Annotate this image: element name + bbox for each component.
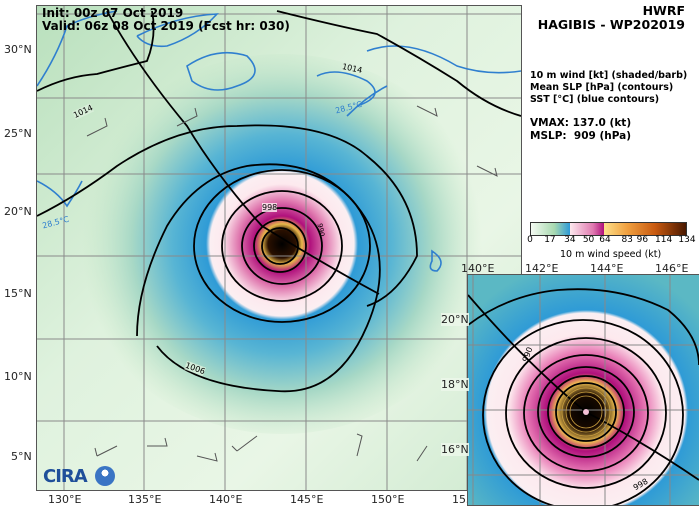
lat-label: 15°N (4, 287, 32, 300)
model-name: HWRF (642, 3, 685, 18)
vmax-value: VMAX: 137.0 (kt) (530, 117, 632, 129)
colorbar-tick: 64 (599, 235, 611, 245)
lon-label: 140°E (209, 493, 243, 506)
legend-wind: 10 m wind [kt] (shaded/barb) (530, 70, 688, 81)
inset-lon-label: 142°E (525, 262, 559, 275)
colorbar-tick: 134 (678, 235, 696, 245)
inset-lon-label: 146°E (655, 262, 689, 275)
lat-label: 20°N (4, 205, 32, 218)
main-map[interactable]: 1014 1014 1006 998 990 28.5°C 28.5°C CIR… (36, 5, 522, 491)
legend-sst: SST [°C] (blue contours) (530, 94, 660, 105)
lat-label: 10°N (4, 370, 32, 383)
init-time: Init: 00z 07 Oct 2019 (42, 6, 184, 20)
colorbar-tick: 114 (655, 235, 673, 245)
colorbar-tick: 0 (527, 235, 533, 245)
valid-time: Valid: 06z 08 Oct 2019 (Fcst hr: 030) (42, 19, 290, 33)
colorbar-tick: 83 (621, 235, 633, 245)
colorbar-ticks: 0 17 34 50 64 83 96 114 134 (527, 235, 695, 249)
inset-lat-label: 20°N (441, 313, 469, 326)
colorbar-tick: 50 (582, 235, 595, 245)
legend-slp: Mean SLP [hPa] (contours) (530, 82, 674, 93)
lon-label: 135°E (128, 493, 162, 506)
lon-label: 145°E (290, 493, 324, 506)
inset-lon-label: 144°E (590, 262, 624, 275)
lon-label: 130°E (48, 493, 82, 506)
inset-lat-label: 18°N (441, 378, 469, 391)
colorbar-tick: 96 (636, 235, 649, 245)
cira-logo: CIRA (43, 466, 88, 487)
noaa-logo (95, 466, 115, 486)
lon-label: 150°E (371, 493, 405, 506)
inset-lat-label: 16°N (441, 443, 469, 456)
slp-label-998: 998 (262, 203, 278, 212)
lat-label: 5°N (11, 450, 32, 463)
colorbar-tick: 34 (564, 235, 576, 245)
inset-map-graphic (468, 275, 699, 505)
colorbar-label: 10 m wind speed (kt) (560, 249, 662, 260)
lat-label: 25°N (4, 127, 32, 140)
mslp-value: MSLP: 909 (hPa) (530, 130, 632, 142)
inset-lon-label: 140°E (461, 262, 495, 275)
main-map-graphic (37, 6, 521, 490)
storm-name: HAGIBIS - WP202019 (537, 17, 685, 32)
colorbar (530, 222, 687, 236)
inset-map[interactable]: 990 998 (467, 274, 699, 506)
colorbar-tick: 17 (544, 235, 556, 245)
lat-label: 30°N (4, 43, 32, 56)
